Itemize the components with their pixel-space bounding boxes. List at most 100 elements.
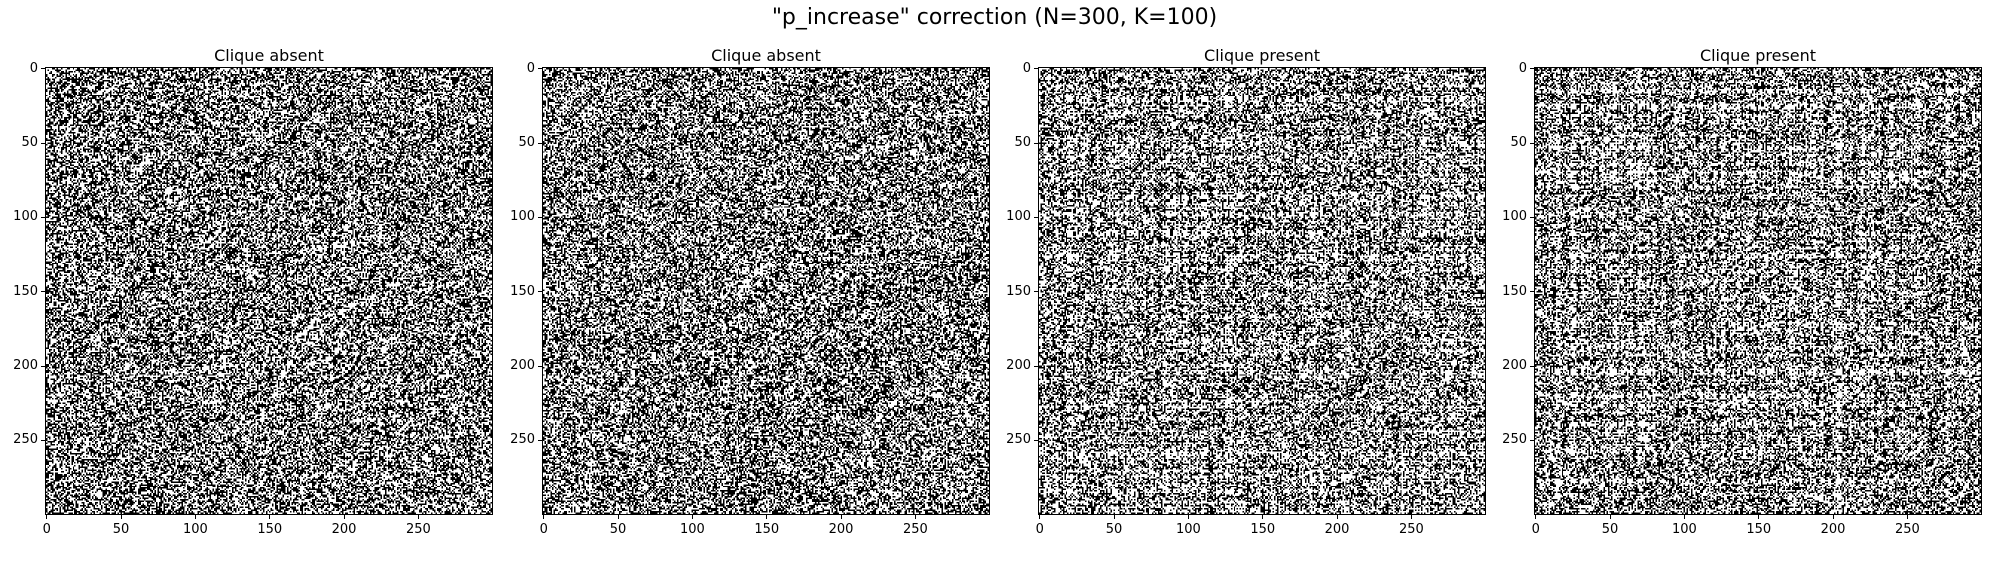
panel-3-title: Clique present [1203,46,1321,65]
panel-1-adjacency-heatmap [45,67,493,515]
y-tick-mark [1034,291,1039,293]
y-tick-mark [538,291,543,293]
panel-2-title: Clique absent [711,46,821,65]
panel-3-adjacency-heatmap [1038,67,1486,515]
y-tick-label: 150 [1502,283,1527,299]
y-tick-label: 100 [13,209,38,225]
x-tick-label: 0 [1531,522,1540,537]
x-tick-mark [840,514,842,519]
y-tick-mark [538,439,543,441]
x-tick-label: 250 [902,522,928,537]
panel-1-title: Clique absent [214,46,324,65]
y-tick-label: 150 [1006,283,1031,299]
x-tick-label: 250 [1894,522,1920,537]
x-tick-label: 150 [754,522,780,537]
y-tick-mark [1530,142,1535,144]
y-tick-label: 200 [13,358,38,374]
x-tick-mark [766,514,768,519]
y-tick-mark [41,365,46,367]
y-tick-label: 200 [1006,358,1031,374]
x-tick-label: 250 [405,522,431,537]
x-tick-mark [269,514,271,519]
x-tick-label: 50 [609,522,627,537]
x-tick-label: 0 [539,522,548,537]
x-tick-mark [1683,514,1685,519]
y-tick-label: 100 [1006,209,1031,225]
x-tick-mark [1535,514,1537,519]
y-tick-mark [1034,68,1039,70]
y-tick-label: 0 [29,60,38,76]
figure-title: "p_increase" correction (N=300, K=100) [771,5,1218,30]
y-tick-label: 250 [1006,432,1031,448]
y-tick-label: 250 [13,432,38,448]
x-tick-label: 250 [1398,522,1424,537]
y-tick-mark [41,291,46,293]
x-tick-mark [1187,514,1189,519]
x-tick-label: 100 [1671,522,1697,537]
y-tick-label: 150 [510,283,535,299]
y-tick-mark [41,142,46,144]
x-tick-label: 200 [331,522,357,537]
x-tick-label: 200 [1820,522,1846,537]
x-tick-mark [417,514,419,519]
x-tick-label: 200 [1324,522,1350,537]
x-tick-label: 0 [1035,522,1044,537]
x-tick-label: 50 [112,522,130,537]
y-tick-mark [1530,68,1535,70]
x-tick-label: 100 [679,522,705,537]
x-tick-mark [1832,514,1834,519]
x-tick-mark [914,514,916,519]
y-tick-label: 50 [21,135,38,151]
x-tick-label: 150 [1250,522,1276,537]
x-tick-mark [1906,514,1908,519]
y-tick-mark [41,68,46,70]
y-tick-mark [1034,439,1039,441]
x-tick-mark [1113,514,1115,519]
y-tick-mark [41,439,46,441]
y-tick-label: 100 [1502,209,1527,225]
x-tick-mark [1336,514,1338,519]
panel-4-title: Clique present [1699,46,1817,65]
x-tick-label: 100 [182,522,208,537]
x-tick-label: 100 [1175,522,1201,537]
y-tick-label: 200 [510,358,535,374]
y-tick-label: 50 [518,135,535,151]
x-tick-mark [120,514,122,519]
y-tick-mark [1530,216,1535,218]
y-tick-label: 0 [526,60,535,76]
x-tick-label: 150 [1746,522,1772,537]
panel-4-adjacency-heatmap [1534,67,1982,515]
x-tick-label: 150 [257,522,283,537]
y-tick-mark [1034,365,1039,367]
y-tick-label: 100 [510,209,535,225]
y-tick-label: 0 [1022,60,1031,76]
y-tick-mark [1034,216,1039,218]
x-tick-label: 50 [1601,522,1619,537]
y-tick-label: 0 [1518,60,1527,76]
y-tick-label: 250 [1502,432,1527,448]
y-tick-label: 150 [13,283,38,299]
x-tick-label: 0 [42,522,51,537]
x-tick-mark [1410,514,1412,519]
x-tick-mark [543,514,545,519]
x-tick-mark [1609,514,1611,519]
x-tick-mark [46,514,48,519]
y-tick-mark [1530,291,1535,293]
y-tick-mark [1530,365,1535,367]
y-tick-mark [538,142,543,144]
y-tick-label: 200 [1502,358,1527,374]
x-tick-mark [691,514,693,519]
x-tick-mark [617,514,619,519]
y-tick-mark [41,216,46,218]
x-tick-mark [1758,514,1760,519]
x-tick-label: 50 [1105,522,1123,537]
x-tick-mark [1039,514,1041,519]
y-tick-mark [538,68,543,70]
panel-2-adjacency-heatmap [542,67,990,515]
x-tick-mark [343,514,345,519]
y-tick-label: 250 [510,432,535,448]
x-tick-mark [194,514,196,519]
y-tick-mark [538,216,543,218]
y-tick-mark [1530,439,1535,441]
y-tick-mark [1034,142,1039,144]
